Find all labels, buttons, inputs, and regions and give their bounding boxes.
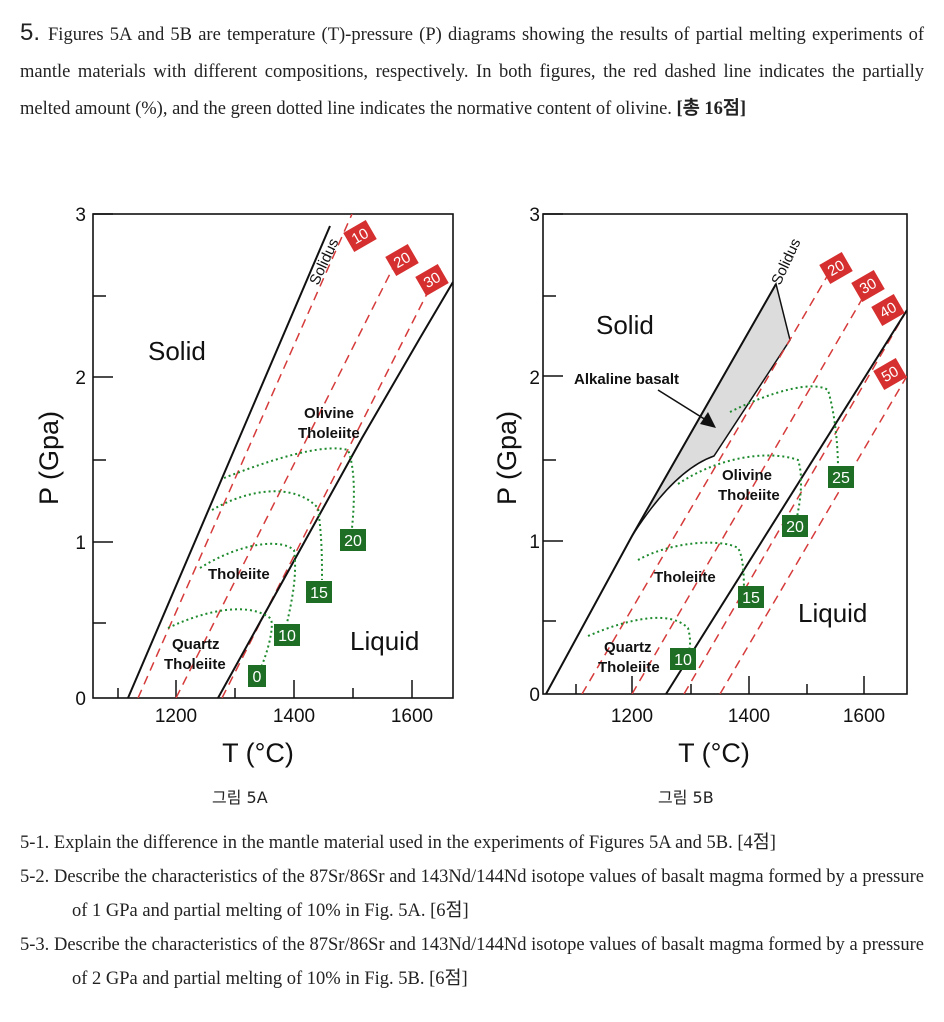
solidus-label: Solidus bbox=[768, 236, 804, 288]
melt-lines bbox=[581, 267, 907, 694]
olivine-label-10: 10 bbox=[670, 648, 696, 670]
y-tick-1: 1 bbox=[75, 533, 86, 554]
svg-text:0: 0 bbox=[253, 669, 262, 686]
solidus-label: Solidus bbox=[306, 236, 342, 288]
olivine-curves bbox=[167, 447, 355, 679]
svg-text:30: 30 bbox=[421, 269, 444, 292]
olivine-label-20: 20 bbox=[782, 515, 808, 537]
melt-label-20: 20 bbox=[385, 243, 419, 277]
question-intro: 5. Figures 5A and 5B are temperature (T)-… bbox=[20, 14, 924, 128]
svg-text:20: 20 bbox=[786, 519, 804, 536]
y-tick-3: 3 bbox=[529, 205, 540, 226]
plot-frame bbox=[92, 213, 454, 699]
question-5-2: 5-2. Describe the characteristics of the… bbox=[20, 867, 924, 921]
plot-frame bbox=[542, 213, 908, 695]
y-tick-1: 1 bbox=[529, 532, 540, 553]
liquidus-line bbox=[665, 309, 907, 694]
olivine-label-25: 25 bbox=[828, 466, 854, 488]
figure-5b-caption: 그림 5B bbox=[658, 788, 714, 807]
melt-label-50: 50 bbox=[873, 357, 907, 391]
x-tick-1200: 1200 bbox=[611, 706, 653, 727]
intro-text: Figures 5A and 5B are temperature (T)-pr… bbox=[20, 25, 924, 119]
x-tick-1600: 1600 bbox=[391, 706, 433, 727]
region-solid: Solid bbox=[148, 336, 206, 366]
y-tick-3: 3 bbox=[75, 205, 86, 226]
olivine-label-10: 10 bbox=[274, 624, 300, 646]
x-tick-1600: 1600 bbox=[843, 706, 885, 727]
y-tick-0: 0 bbox=[75, 689, 86, 710]
melt-label-30: 30 bbox=[415, 263, 449, 297]
rock-olivine-tholeiite-2: Tholeiite bbox=[298, 425, 360, 442]
x-tick-1400: 1400 bbox=[273, 706, 315, 727]
melt-label-40: 40 bbox=[871, 293, 905, 327]
svg-text:20: 20 bbox=[825, 257, 848, 280]
figure-5b: 0 1 2 3 1200 1400 1600 T (°C) P (Gpa) So… bbox=[492, 205, 908, 768]
x-ticks bbox=[117, 680, 413, 698]
sub-questions: 5-1. Explain the difference in the mantl… bbox=[20, 826, 924, 996]
olivine-label-20: 20 bbox=[340, 529, 366, 551]
svg-text:15: 15 bbox=[742, 590, 760, 607]
olivine-curves bbox=[587, 385, 839, 661]
x-axis-title: T (°C) bbox=[222, 738, 294, 768]
rock-tholeiite: Tholeiite bbox=[654, 569, 716, 586]
rock-olivine-tholeiite-1: Olivine bbox=[722, 467, 772, 484]
alkaline-arrow bbox=[657, 389, 716, 428]
rock-quartz-tholeiite-1: Quartz bbox=[172, 636, 220, 653]
x-ticks bbox=[575, 676, 865, 694]
svg-text:30: 30 bbox=[857, 275, 880, 298]
y-ticks bbox=[93, 213, 113, 624]
melt-label-30: 30 bbox=[851, 269, 885, 303]
liquidus-line bbox=[217, 281, 453, 698]
svg-text:10: 10 bbox=[674, 652, 692, 669]
y-axis-title: P (Gpa) bbox=[34, 411, 64, 505]
y-axis-title: P (Gpa) bbox=[492, 411, 522, 505]
x-tick-1200: 1200 bbox=[155, 706, 197, 727]
region-liquid: Liquid bbox=[798, 598, 867, 628]
olivine-label-0: 0 bbox=[248, 665, 266, 687]
alkaline-basalt-field bbox=[631, 282, 791, 537]
y-tick-2: 2 bbox=[75, 368, 86, 389]
svg-text:40: 40 bbox=[877, 299, 900, 322]
rock-quartz-tholeiite-2: Tholeiite bbox=[598, 659, 660, 676]
melt-label-10: 10 bbox=[343, 219, 377, 253]
region-liquid: Liquid bbox=[350, 626, 419, 656]
svg-text:10: 10 bbox=[349, 225, 372, 248]
svg-text:20: 20 bbox=[391, 249, 414, 272]
intro-points: [총 16점] bbox=[676, 99, 747, 119]
melt-label-20: 20 bbox=[819, 251, 853, 285]
x-axis-title: T (°C) bbox=[678, 738, 750, 768]
question-5-1: 5-1. Explain the difference in the mantl… bbox=[20, 833, 776, 853]
rock-olivine-tholeiite-1: Olivine bbox=[304, 405, 354, 422]
rock-olivine-tholeiite-2: Tholeiite bbox=[718, 487, 780, 504]
rock-quartz-tholeiite-2: Tholeiite bbox=[164, 656, 226, 673]
rock-tholeiite: Tholeiite bbox=[208, 566, 270, 583]
rock-quartz-tholeiite-1: Quartz bbox=[604, 639, 652, 656]
figure-5a: 0 1 2 3 1200 1400 1600 T (°C) P (Gpa) So… bbox=[34, 205, 454, 768]
question-5-3: 5-3. Describe the characteristics of the… bbox=[20, 935, 924, 989]
svg-text:50: 50 bbox=[879, 363, 902, 386]
region-solid: Solid bbox=[596, 310, 654, 340]
svg-text:15: 15 bbox=[310, 585, 328, 602]
y-tick-0: 0 bbox=[529, 685, 540, 706]
question-number: 5. bbox=[20, 19, 41, 46]
svg-text:25: 25 bbox=[832, 470, 850, 487]
solidus-line bbox=[545, 283, 777, 694]
rock-alkaline-basalt: Alkaline basalt bbox=[574, 371, 679, 388]
solidus-line bbox=[127, 225, 331, 698]
olivine-label-15: 15 bbox=[306, 581, 332, 603]
svg-text:20: 20 bbox=[344, 533, 362, 550]
y-ticks bbox=[543, 213, 563, 622]
svg-text:10: 10 bbox=[278, 628, 296, 645]
figure-5a-caption: 그림 5A bbox=[212, 788, 268, 807]
olivine-label-15: 15 bbox=[738, 586, 764, 608]
y-tick-2: 2 bbox=[529, 368, 540, 389]
x-tick-1400: 1400 bbox=[728, 706, 770, 727]
